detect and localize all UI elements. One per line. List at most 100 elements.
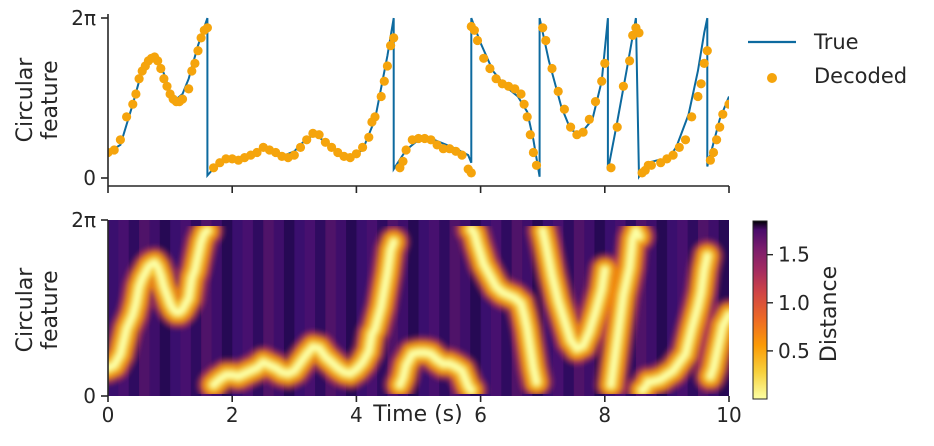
heatmap-cell <box>242 220 254 396</box>
decoded-point <box>156 63 166 74</box>
heatmap-cell <box>428 220 441 396</box>
decoded-point <box>196 33 206 43</box>
decoded-point <box>528 147 539 158</box>
heatmap-cell <box>201 220 213 396</box>
decoded-point <box>153 56 163 66</box>
heatmap-cell <box>315 220 327 396</box>
decoded-point <box>553 86 563 96</box>
decoded-point <box>134 74 144 84</box>
heatmap-band <box>108 227 211 371</box>
heatmap-band <box>396 349 475 394</box>
heatmap-cell <box>335 220 348 396</box>
heatmap-cell <box>656 220 668 396</box>
legend-true-label: True <box>813 30 859 54</box>
legend: True Decoded <box>748 30 907 88</box>
heatmap-cell <box>418 220 430 396</box>
decoded-point <box>578 127 588 137</box>
top-ytick-label: 0 <box>83 166 96 190</box>
heatmap-cell <box>646 220 658 396</box>
heatmap-cell <box>304 220 316 396</box>
decoded-point <box>376 91 386 102</box>
decoded-point <box>559 104 570 114</box>
decoded-point <box>327 142 337 152</box>
bottom-panel: 0 2 4 6 8 10 0 2π Circular feature Time (s) <box>13 208 742 427</box>
decoded-point <box>606 163 616 173</box>
decoded-point <box>128 99 138 109</box>
heatmap-cell <box>346 220 358 396</box>
heatmap-cell <box>408 220 420 396</box>
decoded-point <box>370 112 380 122</box>
decoded-point <box>177 94 188 104</box>
heatmap-cell <box>252 220 265 396</box>
decoded-point <box>469 25 479 35</box>
bottom-xtick-label: 6 <box>474 403 487 427</box>
heatmap-cell <box>325 220 337 396</box>
decoded-point <box>525 130 535 140</box>
decoded-point <box>510 84 520 94</box>
colorbar-label: Distance <box>817 266 842 362</box>
decoded-point <box>209 163 219 173</box>
heatmap-cell <box>480 220 492 396</box>
decoded-point <box>668 150 678 160</box>
heatmap-band <box>608 227 642 388</box>
decoded-point <box>314 130 324 140</box>
colorbar-tick-label: 1.5 <box>778 243 810 267</box>
decoded-point <box>693 91 703 102</box>
decoded-point <box>466 168 476 178</box>
decoded-point <box>646 160 657 170</box>
heatmap-band <box>639 252 711 394</box>
decoded-point <box>702 46 712 56</box>
decoded-point <box>566 122 576 132</box>
decoded-point <box>547 63 557 74</box>
decoded-point <box>712 135 722 145</box>
decoded-point <box>708 147 719 158</box>
bottom-xtick-label: 2 <box>226 403 239 427</box>
decoded-point <box>379 76 389 86</box>
decoded-point <box>184 84 194 94</box>
decoded-point <box>718 109 728 119</box>
bottom-xtick-label: 10 <box>716 403 741 427</box>
heatmap-cell <box>470 220 482 396</box>
decoded-point <box>193 46 203 56</box>
decoded-point <box>190 58 200 68</box>
decoded-point <box>351 149 361 159</box>
decoded-point <box>491 74 501 84</box>
heatmap-cell <box>294 220 306 396</box>
top-panel: 0 2π Circular feature <box>13 6 730 193</box>
top-ylabel-line1: Circular <box>13 57 38 143</box>
decoded-point <box>109 145 119 155</box>
decoded-point <box>389 33 399 43</box>
decoded-point <box>625 56 635 66</box>
decoded-point <box>705 155 716 165</box>
colorbar: 0.5 1.0 1.5 Distance <box>752 220 842 400</box>
decoded-point <box>519 99 529 109</box>
decoded-point <box>386 41 396 51</box>
bottom-xtick-label: 4 <box>350 403 363 427</box>
decoded-point <box>122 112 132 122</box>
decoded-point <box>634 28 644 38</box>
decoded-point <box>358 142 368 152</box>
decoded-point <box>398 156 408 166</box>
heatmap-cell <box>221 220 234 396</box>
heatmap-cell <box>356 220 368 396</box>
decoded-point <box>202 23 212 33</box>
decoded-point <box>162 81 172 91</box>
decoded-point <box>438 144 448 154</box>
decoded-point <box>541 35 551 46</box>
decoded-point <box>401 145 411 155</box>
decoded-point <box>382 61 392 71</box>
legend-decoded-label: Decoded <box>814 64 907 88</box>
colorbar-gradient <box>752 220 768 400</box>
heatmap-cell <box>666 220 679 396</box>
heatmap-band <box>707 311 729 380</box>
heatmap-cell <box>273 220 285 396</box>
heatmap-cell <box>439 220 451 396</box>
heatmap-cell <box>108 220 120 396</box>
heatmap-band <box>210 238 397 388</box>
decoded-point <box>618 81 629 91</box>
heatmap-cell <box>263 220 275 396</box>
decoded-point <box>699 58 709 68</box>
decoded-point <box>302 135 312 145</box>
colorbar-tick-label: 1.0 <box>778 291 810 315</box>
